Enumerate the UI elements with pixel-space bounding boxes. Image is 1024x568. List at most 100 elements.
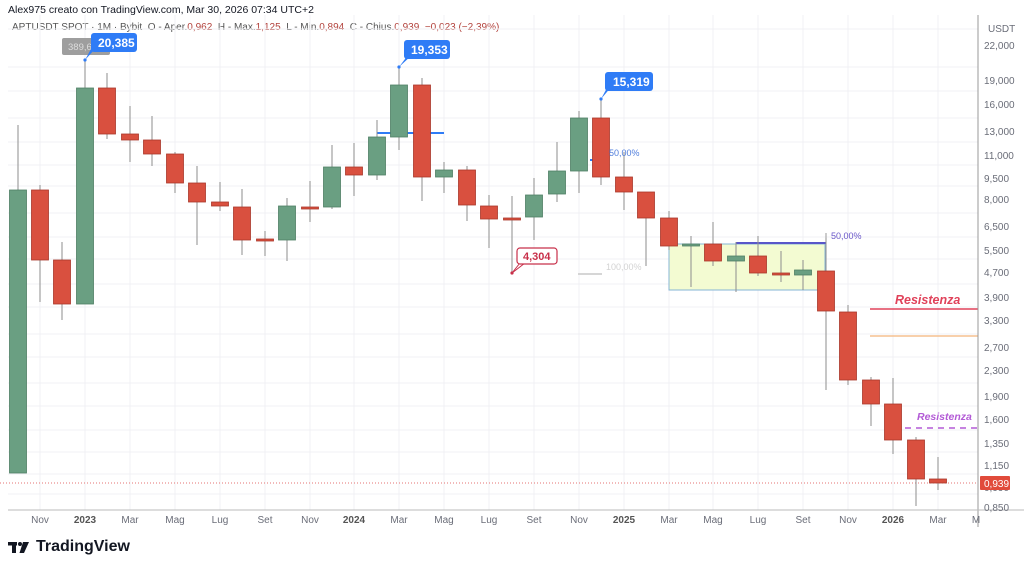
- bearish-candle[interactable]: [345, 166, 363, 176]
- bullish-candle[interactable]: [525, 194, 543, 218]
- time-tick: Set: [257, 515, 272, 526]
- time-tick: Nov: [570, 515, 588, 526]
- fib-zone[interactable]: [668, 243, 826, 291]
- bearish-candle[interactable]: [256, 238, 274, 242]
- time-axis[interactable]: Nov 2023 Mar Mag Lug Set Nov 2024 Mar Mag Lug Set No…: [31, 515, 980, 526]
- price-tick: 0,850: [984, 503, 1009, 514]
- price-tick: 19,000: [984, 76, 1015, 87]
- price-tick: 2,300: [984, 366, 1009, 377]
- bearish-candle[interactable]: [143, 139, 161, 155]
- bullish-candle[interactable]: [368, 136, 386, 176]
- fib-label-100: 100,00%: [606, 262, 642, 272]
- bullish-candle[interactable]: [727, 255, 745, 262]
- price-tick: 4,700: [984, 268, 1009, 279]
- bullish-candle[interactable]: [682, 243, 700, 247]
- bearish-candle[interactable]: [772, 272, 790, 276]
- price-tick: 3,300: [984, 316, 1009, 327]
- bearish-candle[interactable]: [301, 206, 319, 210]
- callout-15319[interactable]: 15,319: [599, 72, 653, 101]
- price-axis[interactable]: 22,000 19,000 16,000 13,000 11,000 9,500 8,000…: [984, 41, 1015, 514]
- callout-text: 4,304: [523, 251, 551, 263]
- bearish-candle[interactable]: [862, 379, 880, 405]
- bearish-candle[interactable]: [704, 243, 722, 262]
- time-tick: 2025: [613, 515, 636, 526]
- resistance-label-2: Resistenza: [917, 411, 972, 423]
- bullish-candle[interactable]: [323, 166, 341, 208]
- bullish-candle[interactable]: [9, 189, 27, 474]
- bearish-candle[interactable]: [98, 87, 116, 135]
- bearish-candle[interactable]: [480, 205, 498, 220]
- bullish-candle[interactable]: [794, 269, 812, 276]
- time-tick: Lug: [750, 515, 767, 526]
- bearish-candle[interactable]: [817, 270, 835, 312]
- callout-text: 19,353: [411, 43, 448, 57]
- bearish-candle[interactable]: [233, 206, 251, 241]
- ghost-label: 389,6: [68, 42, 92, 53]
- resistance-label-1: Resistenza: [895, 293, 960, 307]
- callout-20385[interactable]: 389,6 20,385: [62, 33, 137, 62]
- bullish-candle[interactable]: [278, 205, 296, 241]
- bearish-candle[interactable]: [660, 217, 678, 247]
- time-tick: Mar: [121, 515, 139, 526]
- price-chart[interactable]: USDT 22,000 19,000 16,000 13,000 11,000 9,500…: [0, 0, 1024, 535]
- bearish-candle[interactable]: [53, 259, 71, 305]
- bearish-candle[interactable]: [188, 182, 206, 203]
- time-tick: Mag: [434, 515, 453, 526]
- bearish-candle[interactable]: [211, 201, 229, 207]
- callout-text: 20,385: [98, 36, 135, 50]
- price-tick: 1,150: [984, 461, 1009, 472]
- time-tick: 2023: [74, 515, 97, 526]
- time-tick: Mag: [703, 515, 722, 526]
- close-value: 0,939: [394, 22, 420, 33]
- price-tick: 2,700: [984, 343, 1009, 354]
- bullish-candle[interactable]: [435, 169, 453, 178]
- price-tick: 6,500: [984, 222, 1009, 233]
- callout-19353[interactable]: 19,353: [397, 40, 450, 69]
- time-tick: Nov: [301, 515, 319, 526]
- time-tick: Mar: [660, 515, 678, 526]
- fib-label-50-b: 50,00%: [831, 231, 862, 241]
- symbol-name[interactable]: APTUSDT SPOT · 1M · Bybit: [12, 22, 143, 33]
- time-tick: M: [972, 515, 980, 526]
- low-value: 0,894: [319, 22, 345, 33]
- price-tick: 3,900: [984, 293, 1009, 304]
- bullish-candle[interactable]: [76, 87, 94, 305]
- high-label: H - Max.: [217, 22, 256, 33]
- callout-4304[interactable]: 4,304: [510, 247, 558, 275]
- bearish-candle[interactable]: [458, 169, 476, 206]
- brand-name: TradingView: [36, 538, 130, 555]
- close-label: C - Chius.: [349, 22, 395, 33]
- price-tick: 8,000: [984, 195, 1009, 206]
- bearish-candle[interactable]: [839, 311, 857, 381]
- bearish-candle[interactable]: [907, 439, 925, 480]
- open-label: O - Aper.: [147, 22, 188, 33]
- bullish-candle[interactable]: [390, 84, 408, 138]
- bearish-candle[interactable]: [413, 84, 431, 178]
- time-tick: Mar: [929, 515, 947, 526]
- bearish-candle[interactable]: [884, 403, 902, 441]
- tradingview-logo-icon: [8, 542, 29, 553]
- bearish-candle[interactable]: [592, 117, 610, 178]
- bearish-candle[interactable]: [749, 255, 767, 274]
- time-tick: Mar: [390, 515, 408, 526]
- chart-caption: Alex975 creato con TradingView.com, Mar …: [8, 4, 314, 16]
- bearish-candle[interactable]: [637, 191, 655, 219]
- bearish-candle[interactable]: [31, 189, 49, 261]
- time-tick: 2024: [343, 515, 366, 526]
- price-tick: 9,500: [984, 174, 1009, 185]
- bearish-candle[interactable]: [166, 153, 184, 184]
- time-tick: Lug: [212, 515, 229, 526]
- bullish-candle[interactable]: [570, 117, 588, 172]
- bearish-candle[interactable]: [121, 133, 139, 141]
- time-tick: Nov: [839, 515, 857, 526]
- bearish-candle[interactable]: [929, 478, 947, 484]
- tradingview-logo[interactable]: TradingView: [8, 538, 130, 556]
- bearish-candle[interactable]: [503, 217, 521, 221]
- price-tick: 1,600: [984, 415, 1009, 426]
- price-tick: 5,500: [984, 246, 1009, 257]
- callout-text: 15,319: [613, 75, 650, 89]
- bullish-candle[interactable]: [548, 170, 566, 195]
- candles: [9, 60, 947, 506]
- bearish-candle[interactable]: [615, 176, 633, 193]
- time-tick: 2026: [882, 515, 905, 526]
